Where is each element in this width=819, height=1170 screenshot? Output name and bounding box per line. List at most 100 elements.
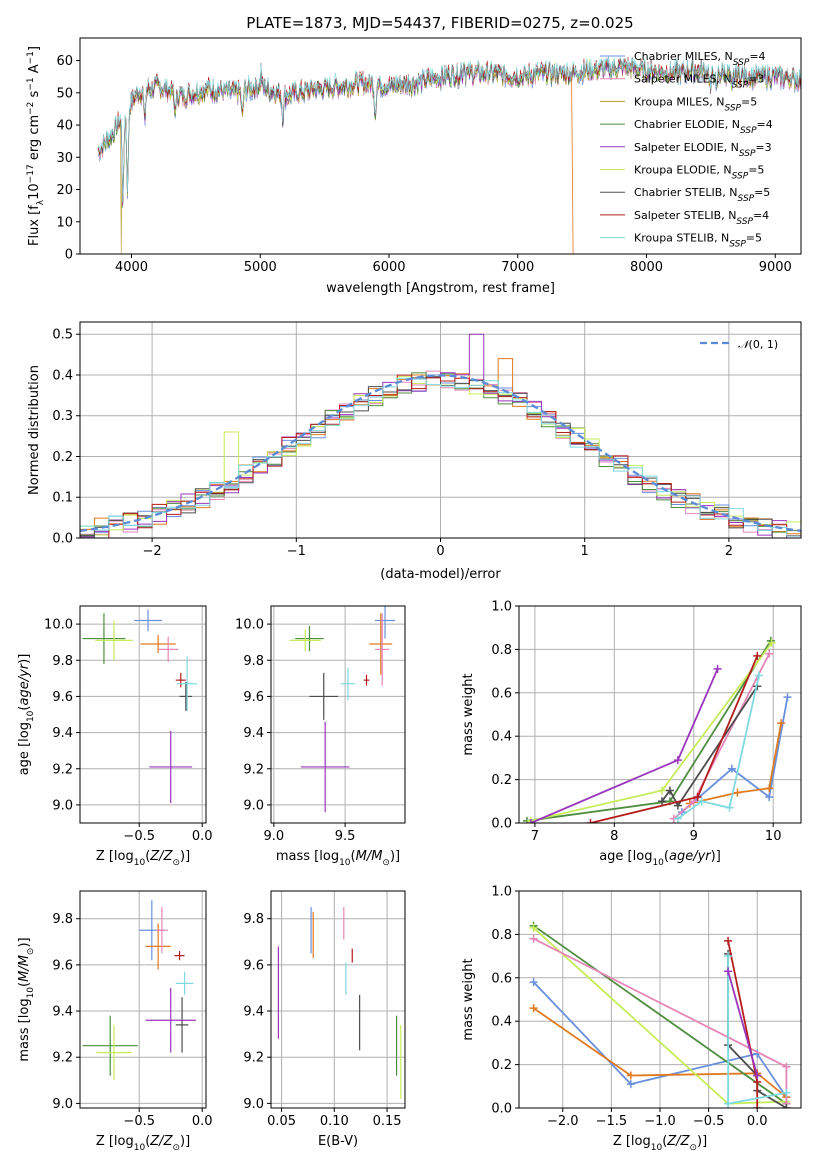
tick-label-y: 60	[56, 54, 73, 69]
tick-label-x: 6000	[372, 260, 405, 275]
tick-label-y: 0.6	[491, 971, 512, 986]
weight-line-orange	[533, 1007, 787, 1098]
tick-label-x: 1	[581, 544, 589, 559]
weight-marker	[626, 1071, 635, 1080]
weight-line-salpeter-elodie	[727, 971, 759, 1076]
legend-entry: Salpeter STELIB, NSSP=4	[634, 209, 769, 227]
tick-label-y: 9.4	[243, 1005, 264, 1020]
axes-frame	[518, 605, 802, 824]
legend-entry: Salpeter MILES, NSSP=3	[634, 73, 764, 91]
spectrum-drop-orange	[571, 76, 574, 254]
tick-label-y: 0.2	[491, 1058, 512, 1073]
axes-frame	[270, 890, 406, 1109]
weight-marker	[782, 1088, 791, 1097]
tick-label-x: −1.5	[596, 1114, 628, 1129]
axes-frame	[79, 890, 207, 1109]
weight-line-chabrier-miles	[681, 696, 789, 813]
axes-age-vs-mass: 9.0 9.5 9.0 9.2 9.4 9.6 9.8 10.0 mass [log10(M/M…	[235, 605, 406, 868]
weight-line-chabrier-stelib	[661, 685, 759, 808]
tick-label-x: 7000	[501, 260, 534, 275]
tick-label-y: 0	[65, 248, 73, 263]
tick-label-x: 9.0	[264, 829, 285, 844]
weight-marker	[724, 967, 733, 976]
axis-label-y: age [log10(age/yr)]	[17, 654, 36, 776]
tick-label-y: 1.0	[491, 885, 512, 900]
weight-marker	[713, 664, 722, 673]
tick-label-y: 40	[56, 119, 73, 134]
tick-label-y: 9.2	[243, 1051, 264, 1066]
tick-label-x: 10	[765, 829, 782, 844]
weight-marker	[526, 819, 535, 823]
tick-label-y: 9.8	[52, 654, 73, 669]
tick-label-y: 0.6	[491, 686, 512, 701]
axis-label-x: age [log10(age/yr)]	[599, 849, 721, 868]
axis-label-y: mass weight	[461, 673, 476, 755]
axis-label-y: mass weight	[461, 958, 476, 1040]
legend-entry: Kroupa STELIB, NSSP=5	[634, 232, 762, 250]
axes-weight-vs-Z: −2.0 −1.5 −1.0 −0.5 0.0 0.0 0.2 0.4 0.6 0.8 1.0 Z […	[461, 885, 802, 1153]
tick-label-x: 0.0	[747, 1114, 768, 1129]
spectrum-legend: Chabrier MILES, NSSP=4 Salpeter MILES, NS…	[600, 50, 773, 250]
tick-label-y: 0.0	[491, 1102, 512, 1117]
tick-label-x: 4000	[115, 260, 148, 275]
axis-label-x: Z [log10(Z/Z⊙)]	[96, 1134, 190, 1153]
tick-label-x: 7	[531, 829, 539, 844]
weight-marker	[782, 1104, 791, 1108]
weight-marker	[753, 651, 762, 660]
legend-entry: Kroupa ELODIE, NSSP=5	[634, 164, 764, 182]
axis-label-y: mass [log10(M/M⊙)]	[17, 937, 36, 1061]
axes-residuals: −2 −1 0 1 2 0.0 0.1 0.2 0.3 0.4 0.5 𝒩(0, 1) (data-mo…	[27, 321, 802, 582]
axis-label-y: Flux [fλ10−17 erg cm−2 s−1 A−1]	[26, 46, 46, 246]
weight-marker	[754, 671, 763, 680]
tick-label-y: 10.0	[44, 618, 73, 633]
tick-label-y: 9.8	[243, 912, 264, 927]
tick-label-x: 9000	[759, 260, 792, 275]
axes-mass-vs-ebv: 0.05 0.10 0.15 9.0 9.2 9.4 9.6 9.8 E(B-V)	[243, 890, 406, 1149]
tick-label-y: 0.4	[491, 1015, 512, 1030]
weight-line-orange	[689, 723, 782, 805]
figure-title: PLATE=1873, MJD=54437, FIBERID=0275, z=0…	[246, 14, 633, 32]
tick-label-y: 10	[56, 215, 73, 230]
weight-marker	[697, 797, 706, 806]
tick-label-y: 50	[56, 86, 73, 101]
weight-marker	[693, 792, 702, 801]
tick-label-y: 30	[56, 151, 73, 166]
weight-line-kroupa-stelib	[677, 675, 760, 820]
tick-label-x: 0.0	[192, 829, 213, 844]
tick-label-y: 0.8	[491, 643, 512, 658]
tick-label-x: 0	[436, 544, 444, 559]
weight-marker	[529, 978, 538, 987]
tick-label-y: 9.6	[243, 690, 264, 705]
weight-marker	[529, 934, 538, 943]
axis-label-x: Z [log10(Z/Z⊙)]	[613, 1134, 707, 1153]
axes-frame	[79, 37, 802, 255]
tick-label-x: 9.5	[335, 829, 356, 844]
tick-label-y: 9.4	[52, 1005, 73, 1020]
weight-marker	[626, 1080, 635, 1089]
axis-label-y: Normed distribution	[27, 365, 42, 495]
weight-marker	[767, 638, 776, 647]
axes-frame	[270, 605, 406, 824]
tick-label-x: −1	[287, 544, 306, 559]
weight-marker	[782, 1062, 791, 1071]
weight-marker	[753, 1104, 762, 1108]
tick-label-x: 2	[725, 544, 733, 559]
weight-marker	[727, 764, 736, 773]
weight-marker	[673, 801, 682, 810]
tick-label-y: 0.4	[52, 368, 73, 383]
weight-marker	[724, 1099, 733, 1108]
axes-spectrum: 4000 5000 6000 7000 8000 9000 0 10 20 30 40 50 60 wav…	[26, 37, 802, 296]
tick-label-y: 9.0	[52, 1097, 73, 1112]
weight-marker	[673, 814, 682, 823]
weight-marker	[765, 792, 774, 801]
weight-marker	[665, 786, 674, 795]
tick-label-y: 9.0	[243, 1097, 264, 1112]
axis-label-x: Z [log10(Z/Z⊙)]	[96, 849, 190, 868]
tick-label-x: −0.5	[123, 829, 155, 844]
weight-marker	[777, 719, 786, 728]
tick-label-y: 0.5	[52, 328, 73, 343]
histogram-kroupa-stelib	[80, 377, 801, 537]
tick-label-x: 0.05	[267, 1114, 296, 1129]
weight-marker	[529, 1004, 538, 1013]
tick-label-x: 0.0	[192, 1114, 213, 1129]
